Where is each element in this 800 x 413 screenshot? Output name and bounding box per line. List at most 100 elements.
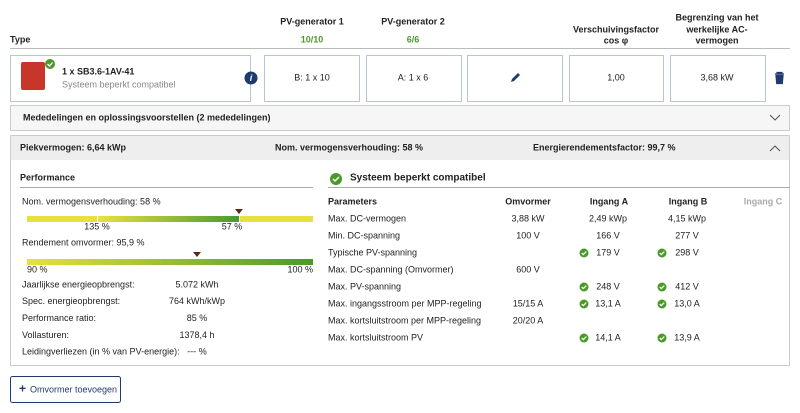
limit-box[interactable] — [670, 55, 766, 102]
info-icon[interactable] — [244, 71, 258, 85]
efficiency-label: Rendement omvormer: 95,9 % — [22, 237, 145, 247]
column-header: Ingang B — [669, 196, 708, 206]
param-label: Max. kortsluitstroom per MPP-regeling — [328, 315, 481, 325]
gauge-tick: 57 % — [222, 221, 243, 231]
row-label: Jaarlijkse energieopbrengst: — [22, 279, 135, 289]
check-mark — [581, 302, 587, 307]
pv2-count: 6/6 — [407, 34, 420, 44]
delete-icon[interactable] — [775, 71, 784, 85]
row-value: 85 % — [187, 313, 208, 323]
summary-item: Energierendementsfactor: 99,7 % — [533, 142, 676, 152]
messages-text: Mededelingen en oplossingsvoorstellen (2… — [23, 112, 271, 122]
col-cosphi: cos φ — [604, 35, 629, 45]
check-mark — [581, 251, 587, 256]
gauge-tick: 135 % — [84, 221, 110, 231]
pv1-box[interactable] — [264, 55, 360, 102]
input-a-value: 248 V — [596, 281, 620, 291]
check-icon — [657, 299, 667, 309]
inverter-name: 1 x SB3.6-1AV-41 — [62, 66, 134, 76]
input-b-value: 277 V — [675, 230, 699, 240]
limit-value: 3,68 kW — [700, 72, 734, 82]
inverter-value: 100 V — [516, 230, 540, 240]
column-header: Parameters — [328, 196, 377, 206]
check-mark — [659, 302, 665, 307]
col-pv1: PV-generator 1 — [280, 16, 344, 26]
param-label: Max. ingangsstroom per MPP-regeling — [328, 298, 482, 308]
compat-title: Systeem beperkt compatibel — [350, 173, 486, 184]
col-type: Type — [10, 34, 30, 44]
button-label: Omvormer toevoegen — [30, 384, 117, 394]
row-value: 5.072 kWh — [175, 279, 218, 289]
check-icon — [579, 248, 589, 258]
param-label: Max. DC-spanning (Omvormer) — [328, 264, 454, 274]
param-label: Max. DC-vermogen — [328, 213, 406, 223]
row-label: Leidingverliezen (in % van PV-energie): — [22, 347, 180, 357]
cosphi-box[interactable] — [569, 55, 664, 102]
performance-title: Performance — [20, 172, 75, 182]
gauge-segment — [240, 216, 313, 222]
col-cosphi: Verschuivingsfactor — [573, 24, 660, 34]
param-label: Typische PV-spanning — [328, 247, 417, 257]
row-label: Performance ratio: — [22, 313, 96, 323]
col-pv2: PV-generator 2 — [381, 16, 445, 26]
input-a-value: 13,1 A — [595, 298, 621, 308]
chevron-up — [769, 145, 781, 152]
cosphi-value: 1,00 — [607, 72, 625, 82]
inverter-value: 600 V — [516, 264, 540, 274]
summary-item: Nom. vermogensverhouding: 58 % — [275, 142, 423, 152]
gauge-segment — [27, 216, 97, 222]
inverter-value: 15/15 A — [513, 298, 544, 308]
input-b-value: 412 V — [675, 281, 699, 291]
input-b-value: 4,15 kWp — [668, 213, 706, 223]
gauge-tick: 90 % — [27, 264, 48, 274]
col-limit: werkelijke AC- — [685, 24, 747, 34]
check-icon — [657, 248, 667, 258]
column-header: Ingang A — [590, 196, 629, 206]
gauge-tick: 100 % — [287, 264, 313, 274]
pv2-value: A: 1 x 6 — [398, 72, 429, 82]
inverter-status: Systeem beperkt compatibel — [62, 79, 176, 89]
check-mark — [581, 336, 587, 341]
input-a-value: 179 V — [596, 247, 620, 257]
info-i: i — [250, 73, 253, 83]
param-label: Max. kortsluitstroom PV — [328, 332, 423, 342]
check-mark — [659, 285, 665, 290]
check-icon — [579, 282, 589, 292]
add-inverter-button[interactable] — [10, 376, 121, 403]
edit-icon — [511, 73, 520, 82]
gauge-bar — [27, 259, 313, 265]
input-a-value: 2,49 kWp — [589, 213, 627, 223]
plus-icon: + — [19, 382, 26, 396]
chevron-down — [769, 114, 781, 121]
check-mark — [332, 176, 340, 183]
param-label: Min. DC-spanning — [328, 230, 400, 240]
check-mark — [47, 62, 53, 67]
input-b-value: 298 V — [675, 247, 699, 257]
inverter-value: 20/20 A — [513, 315, 544, 325]
pv1-value: B: 1 x 10 — [294, 72, 330, 82]
inverter-image — [21, 62, 45, 90]
performance-rows: Jaarlijkse energieopbrengst: 5.072 kWh Spe… — [22, 279, 225, 356]
check-mark — [659, 251, 665, 256]
input-b-value: 13,9 A — [674, 332, 700, 342]
check-mark — [659, 336, 665, 341]
column-header: Ingang C — [744, 196, 783, 206]
col-limit: vermogen — [695, 35, 738, 45]
messages-bar[interactable] — [10, 105, 790, 131]
check-icon — [657, 333, 667, 343]
row-value: 764 kWh/kWp — [169, 296, 225, 306]
compat-table: Parameters Omvormer Ingang A Ingang B Ingang… — [328, 196, 783, 343]
col-limit: Begrenzing van het — [675, 12, 758, 22]
gauge-marker — [193, 252, 201, 257]
input-a-value: 166 V — [596, 230, 620, 240]
row-label: Spec. energieopbrengst: — [22, 296, 120, 306]
input-b-value: 13,0 A — [674, 298, 700, 308]
gauge-marker — [235, 209, 243, 214]
pv1-count: 10/10 — [301, 34, 324, 44]
check-mark — [581, 285, 587, 290]
summary-bar[interactable] — [11, 136, 789, 160]
pv2-box[interactable] — [366, 55, 462, 102]
check-icon — [579, 333, 589, 343]
column-header: Omvormer — [505, 196, 551, 206]
